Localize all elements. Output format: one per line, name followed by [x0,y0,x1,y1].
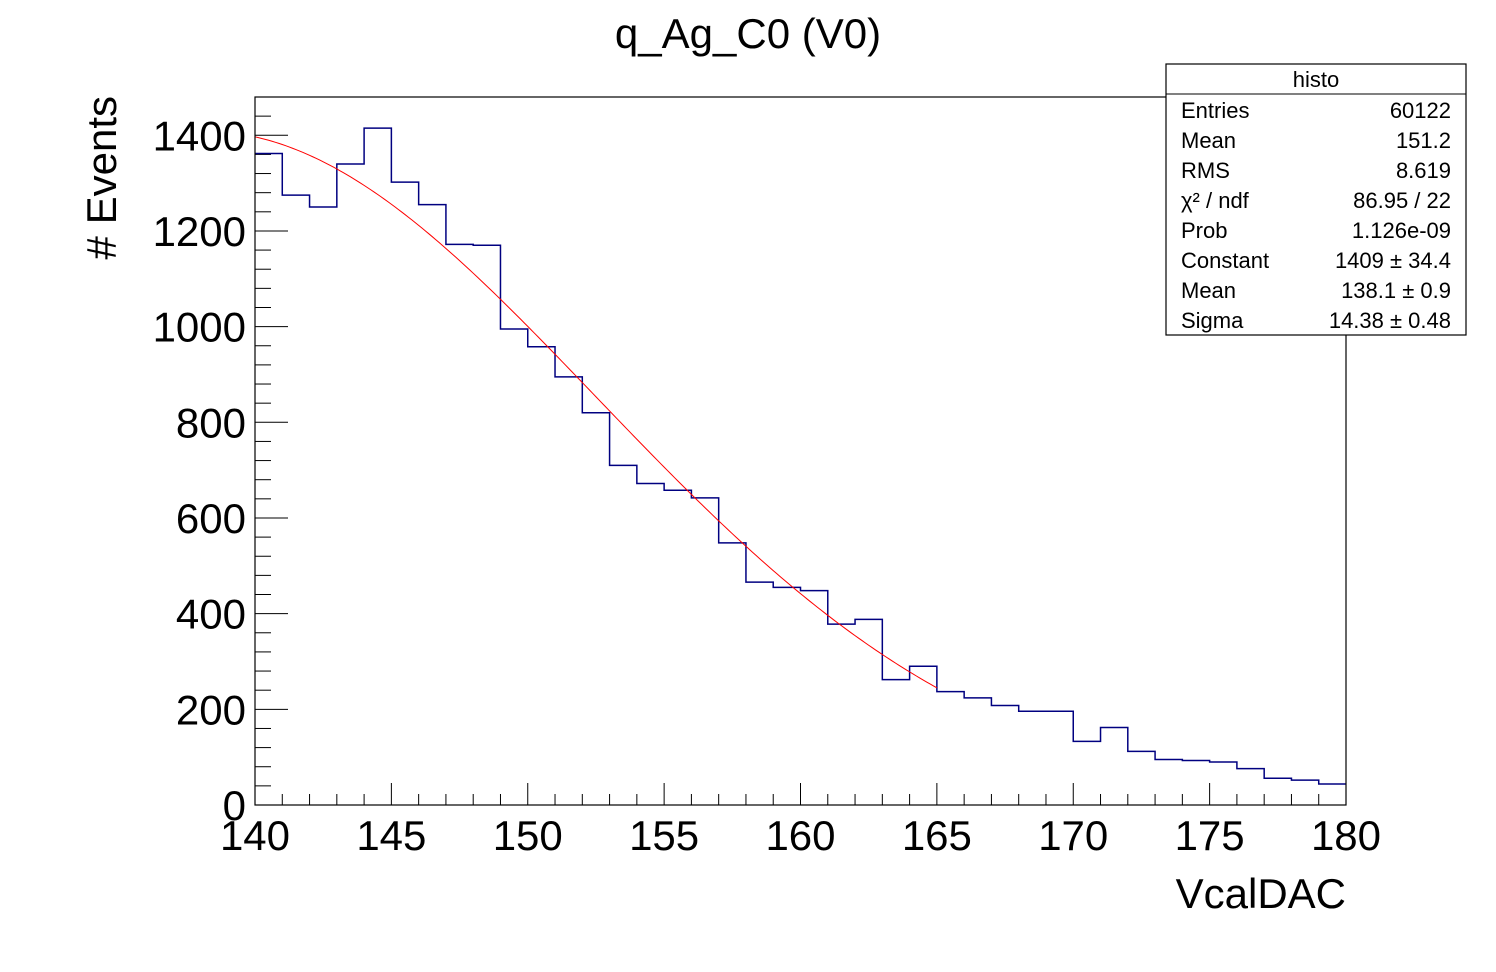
histogram-series [255,127,1346,785]
stats-box-frame [1165,63,1467,336]
x-tick-label: 150 [493,812,563,859]
x-tick-label: 175 [1175,812,1245,859]
stats-row-value: 8.619 [1396,158,1451,183]
stats-row-label: Sigma [1181,308,1244,333]
stats-row-label: Mean [1181,128,1236,153]
stats-box-rows: Entries 60122 Mean 151.2 RMS 8.619 χ² / ndf 86.… [1181,98,1451,333]
stats-row-value: 14.38 ± 0.48 [1329,308,1451,333]
stats-row-label: Prob [1181,218,1227,243]
x-tick-label: 165 [902,812,972,859]
x-tick-label: 170 [1038,812,1108,859]
x-axis-tick-labels: 140 145 150 155 160 165 170 175 180 [220,812,1381,859]
stats-row-value: 138.1 ± 0.9 [1341,278,1451,303]
stats-row-value: 1.126e-09 [1352,218,1451,243]
x-tick-label: 140 [220,812,290,859]
y-tick-label: 0 [223,782,246,829]
stats-row-label: Entries [1181,98,1249,123]
stats-row-value: 1409 ± 34.4 [1335,248,1451,273]
x-axis-ticks [254,783,1347,805]
stats-row-label: Constant [1181,248,1269,273]
x-tick-label: 155 [629,812,699,859]
plot-frame [254,96,1347,806]
stats-row-label: χ² / ndf [1181,188,1250,213]
stats-row-value: 60122 [1390,98,1451,123]
stats-box-title: histo [1293,67,1339,92]
gaussian-fit-curve [254,136,938,689]
y-tick-label: 1400 [153,112,246,159]
stats-row-value: 86.95 / 22 [1353,188,1451,213]
y-tick-label: 800 [176,399,246,446]
x-axis-label: VcalDAC [1176,870,1346,917]
x-tick-label: 145 [356,812,426,859]
stats-row-label: RMS [1181,158,1230,183]
stats-row-value: 151.2 [1396,128,1451,153]
y-axis-tick-labels: 0 200 400 600 800 1000 1200 1400 [153,112,246,829]
y-tick-label: 200 [176,686,246,733]
y-axis-ticks [255,96,288,806]
x-tick-label: 160 [765,812,835,859]
stats-row-label: Mean [1181,278,1236,303]
chart-title: q_Ag_C0 (V0) [615,10,881,57]
y-tick-label: 600 [176,495,246,542]
y-tick-label: 1000 [153,304,246,351]
y-axis-label: # Events [78,96,125,259]
y-tick-label: 1200 [153,208,246,255]
y-tick-label: 400 [176,591,246,638]
stats-box: histo Entries 60122 Mean 151.2 RMS 8.619 χ² / … [1165,63,1467,336]
x-tick-label: 180 [1311,812,1381,859]
